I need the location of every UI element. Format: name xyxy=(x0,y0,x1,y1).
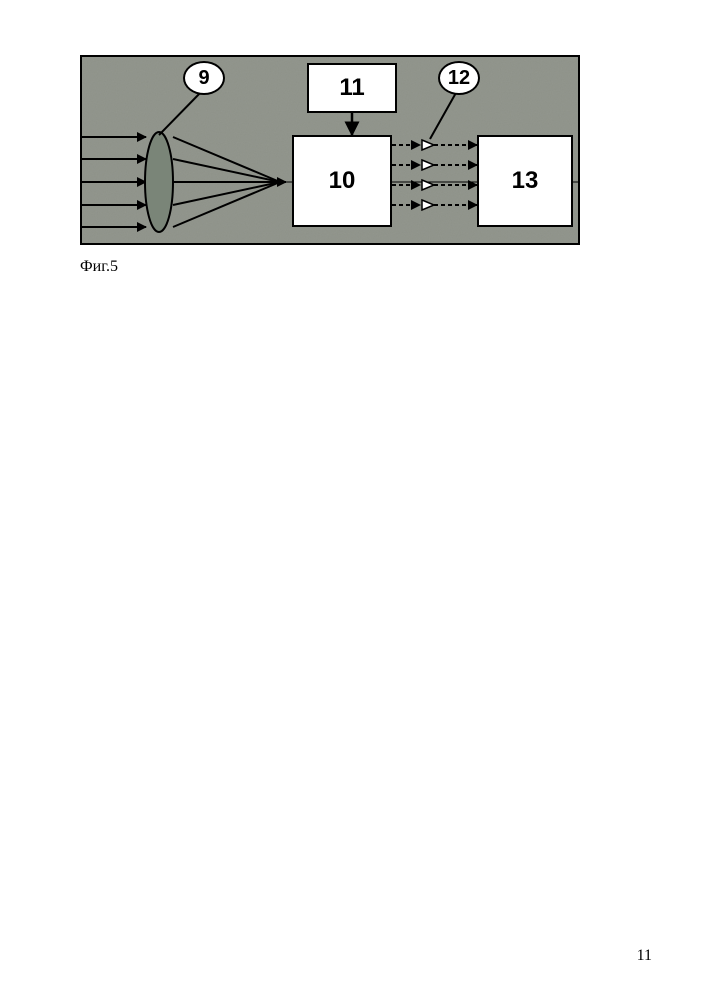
figure-caption: Фиг.5 xyxy=(80,258,118,276)
block-13-text: 13 xyxy=(512,167,539,195)
block-11-text: 11 xyxy=(339,74,364,102)
label-9-text: 9 xyxy=(198,67,209,90)
block-13: 13 xyxy=(477,135,573,227)
page-number: 11 xyxy=(637,947,652,965)
figure-frame: 9 11 10 12 13 xyxy=(80,55,580,245)
block-10-text: 10 xyxy=(329,167,356,195)
page: 9 11 10 12 13 Фиг.5 11 xyxy=(0,0,707,1000)
lens xyxy=(145,132,173,232)
block-11: 11 xyxy=(307,63,397,113)
label-12: 12 xyxy=(438,61,480,95)
block-10: 10 xyxy=(292,135,392,227)
label-12-text: 12 xyxy=(448,67,470,90)
label-9: 9 xyxy=(183,61,225,95)
